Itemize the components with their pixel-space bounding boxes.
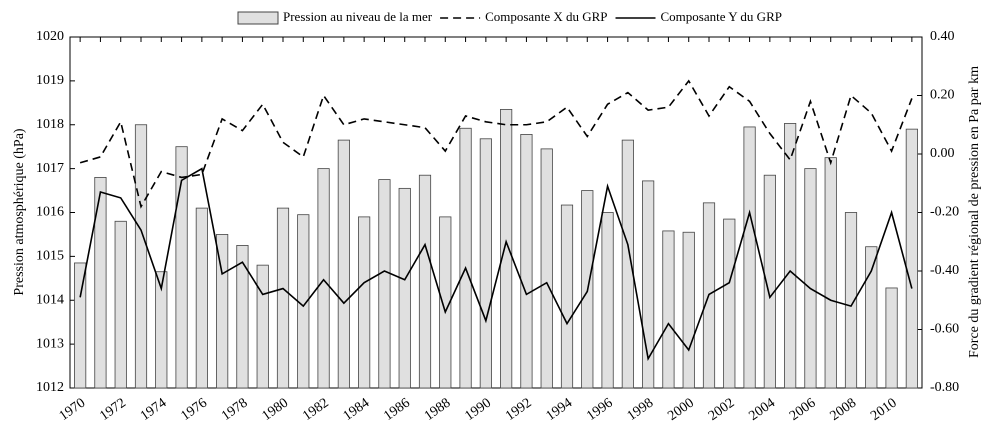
bar	[662, 230, 675, 389]
x-tick-label: 1974	[138, 396, 170, 424]
bar	[763, 174, 776, 389]
line	[79, 167, 913, 362]
legend-label: Composante X du GRP	[485, 9, 607, 24]
y2-tick-label: 0.00	[930, 146, 955, 161]
x-tick-label: 1996	[584, 396, 616, 424]
y-tick-label: 1019	[36, 73, 64, 88]
bar	[216, 234, 229, 389]
x-tick-label: 1972	[97, 396, 129, 424]
y-tick-label: 1016	[36, 205, 64, 220]
bar	[337, 139, 350, 389]
y-tick-label: 1012	[36, 380, 64, 395]
bar	[905, 128, 918, 389]
x-tick-label: 1988	[422, 396, 454, 424]
bar	[358, 216, 371, 389]
x-tick-label: 2010	[868, 396, 900, 424]
y-tick-label: 1013	[36, 336, 64, 351]
bar	[885, 287, 898, 389]
bar	[479, 138, 492, 389]
y2-tick-label: -0.60	[930, 322, 959, 337]
x-tick-label: 2008	[828, 396, 860, 424]
y2-tick-label: -0.40	[930, 263, 959, 278]
bar	[317, 168, 330, 389]
bar	[175, 146, 188, 389]
bar	[642, 180, 655, 389]
x-tick-label: 2004	[746, 396, 778, 424]
bar	[74, 262, 87, 389]
bar	[804, 168, 817, 389]
bar	[621, 139, 634, 389]
bar	[743, 126, 756, 389]
bar	[134, 124, 148, 389]
bar	[94, 176, 107, 389]
bar	[195, 207, 208, 389]
legend-swatch	[237, 11, 279, 25]
x-tick-label: 1978	[219, 396, 251, 424]
bar	[236, 245, 249, 389]
bar	[865, 246, 878, 389]
y2-tick-label: 0.20	[930, 88, 955, 103]
bar	[520, 134, 533, 389]
x-tick-label: 2006	[787, 396, 819, 424]
bar	[439, 216, 452, 389]
x-tick-label: 1980	[260, 396, 292, 424]
legend-label: Pression au niveau de la mer	[283, 9, 433, 24]
legend-label: Composante Y du GRP	[661, 9, 782, 24]
bar	[560, 204, 574, 389]
y-axis-label: Pression atmosphérique (hPa)	[12, 128, 27, 296]
y-tick-label: 1015	[36, 249, 64, 264]
y-tick-label: 1017	[36, 161, 64, 176]
bar	[540, 148, 553, 389]
x-tick-label: 1990	[462, 396, 494, 424]
line	[79, 79, 913, 209]
x-tick-label: 2000	[665, 396, 697, 424]
y2-tick-label: 0.40	[930, 29, 955, 44]
bar	[398, 187, 411, 389]
bar	[784, 123, 797, 389]
bar	[256, 264, 269, 389]
bar	[500, 108, 513, 389]
bar	[844, 212, 858, 389]
x-tick-label: 1986	[381, 396, 413, 424]
x-tick-label: 1992	[503, 396, 535, 424]
bar	[601, 212, 614, 389]
y2-tick-label: -0.20	[930, 205, 959, 220]
y2-tick-label: -0.80	[930, 380, 959, 395]
bar	[378, 179, 391, 389]
y-tick-label: 1018	[36, 117, 64, 132]
x-tick-label: 1970	[57, 396, 89, 424]
bar	[418, 174, 432, 389]
x-tick-label: 2002	[706, 396, 738, 424]
bar	[114, 220, 127, 389]
y2-axis-label: Force du gradient régional de pression e…	[967, 66, 982, 358]
x-tick-label: 1976	[178, 396, 210, 424]
x-tick-label: 1984	[341, 396, 373, 424]
y-tick-label: 1020	[36, 29, 64, 44]
y-tick-label: 1014	[36, 292, 64, 307]
x-tick-label: 1994	[544, 396, 576, 424]
bar	[682, 231, 695, 389]
x-tick-label: 1982	[300, 396, 332, 424]
bar	[723, 218, 736, 389]
bar	[824, 157, 837, 389]
bar	[276, 207, 290, 389]
x-tick-label: 1998	[625, 396, 657, 424]
bar	[155, 271, 168, 389]
bar	[459, 127, 472, 389]
